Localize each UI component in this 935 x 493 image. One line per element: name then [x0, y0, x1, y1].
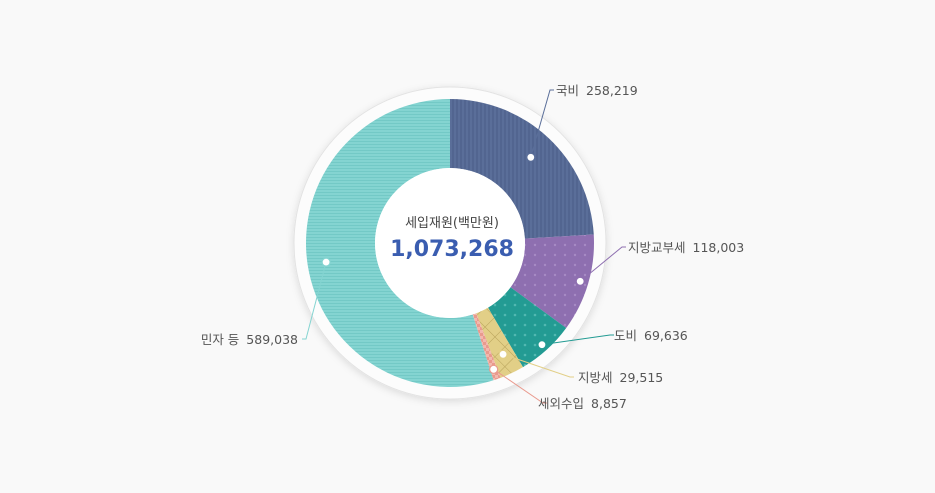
- labels-group: 국비 258,219 지방교부세 118,003 도비 69,636 지방세 29,515 세외…: [201, 83, 744, 411]
- slice-jibangse: [476, 307, 523, 378]
- marker-dot-gyobuse: [575, 276, 585, 286]
- leader-line-dobi: [541, 334, 614, 346]
- label-name-dobi: 도비: [614, 328, 637, 343]
- leader-line-sewoe: [493, 368, 547, 404]
- label-name-jibangse: 지방세: [578, 370, 613, 385]
- marker-dot-sewoe: [489, 364, 499, 374]
- leader-line-jibangse: [502, 353, 574, 378]
- leader-line-minja: [302, 262, 327, 340]
- label-dobi: 도비 69,636: [614, 328, 688, 343]
- label-minja: 민자 등 589,038: [201, 332, 298, 347]
- marker-dot-jibangse: [498, 349, 508, 359]
- label-value-jibangse: 29,515: [620, 370, 664, 385]
- marker-dot-minja: [321, 257, 331, 267]
- label-name-minja: 민자 등: [201, 332, 239, 347]
- slice-sewoe: [472, 313, 501, 381]
- marker-dot-gukbi: [526, 152, 536, 162]
- leader-lines-group: [302, 89, 626, 404]
- center-title: 세입재원(백만원): [405, 216, 499, 231]
- label-gyobuse: 지방교부세 118,003: [628, 240, 744, 255]
- label-value-gyobuse: 118,003: [693, 240, 745, 255]
- center-total: 1,073,268: [390, 237, 514, 262]
- donut-hole: [375, 168, 525, 318]
- slice-gukbi: [450, 99, 594, 239]
- label-name-gukbi: 국비: [556, 83, 579, 98]
- leader-line-gyobuse: [579, 246, 626, 282]
- label-sewoe: 세외수입 8,857: [538, 396, 627, 411]
- label-value-minja: 589,038: [246, 332, 298, 347]
- label-value-gukbi: 258,219: [586, 83, 638, 98]
- label-gukbi: 국비 258,219: [556, 83, 638, 98]
- label-jibangse: 지방세 29,515: [578, 370, 663, 385]
- slice-dobi: [488, 287, 567, 368]
- slice-minja: [306, 99, 494, 387]
- slice-gyobuse: [510, 234, 595, 329]
- label-value-dobi: 69,636: [644, 328, 688, 343]
- label-name-gyobuse: 지방교부세: [628, 240, 686, 255]
- label-value-sewoe: 8,857: [591, 396, 627, 411]
- marker-dot-dobi: [537, 340, 547, 350]
- leader-line-gukbi: [530, 89, 554, 158]
- slices-group: [306, 99, 595, 387]
- label-name-sewoe: 세외수입: [538, 396, 584, 411]
